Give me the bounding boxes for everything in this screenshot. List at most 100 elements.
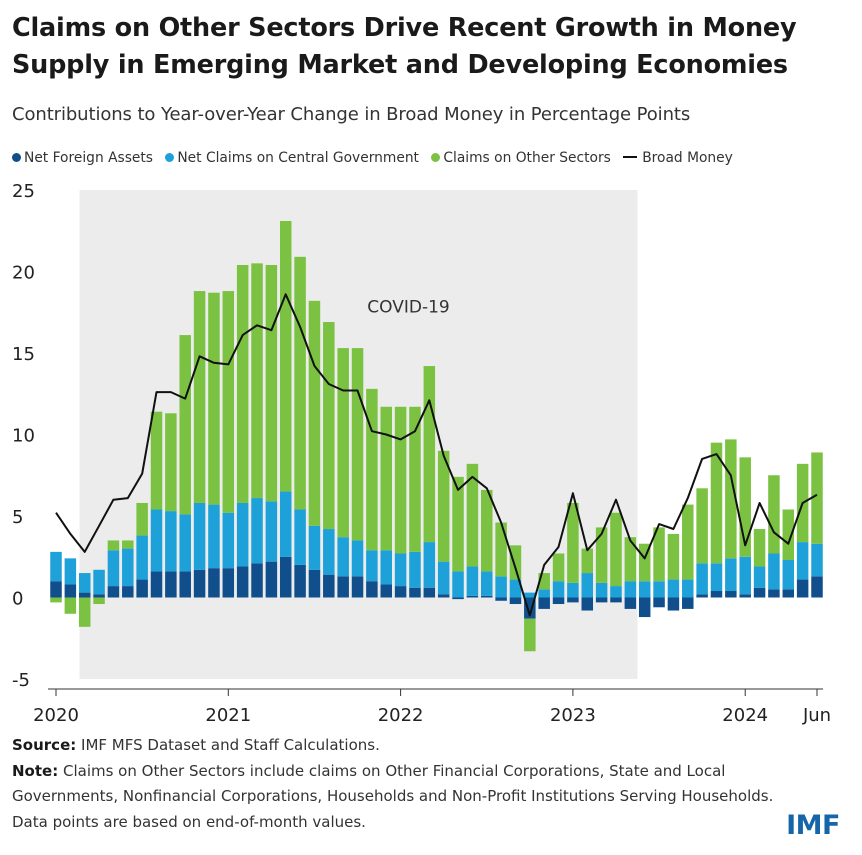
legend-label: Claims on Other Sectors <box>443 150 611 166</box>
bar-claims-on-other-sectors <box>136 502 148 536</box>
bar-claims-on-other-sectors <box>107 540 120 551</box>
bar-claims-on-other-sectors <box>265 264 278 502</box>
bar-net-claims-on-central-government <box>150 509 163 572</box>
bar-claims-on-other-sectors <box>509 545 522 580</box>
bar-net-claims-on-central-government <box>308 525 321 570</box>
bar-net-foreign-assets <box>481 595 493 598</box>
bar-net-claims-on-central-government <box>495 576 507 598</box>
bar-net-foreign-assets <box>610 597 622 603</box>
legend-item-net-foreign-assets: Net Foreign Assets <box>12 150 153 166</box>
bar-claims-on-other-sectors <box>753 529 766 567</box>
bar-claims-on-other-sectors <box>610 512 622 587</box>
bar-net-foreign-assets <box>768 589 780 598</box>
bar-net-foreign-assets <box>366 581 378 598</box>
bar-net-claims-on-central-government <box>466 566 479 596</box>
y-tick-label: 15 <box>12 344 35 365</box>
bar-net-claims-on-central-government <box>165 511 177 572</box>
bar-claims-on-other-sectors <box>567 502 579 583</box>
bar-claims-on-other-sectors <box>495 522 507 577</box>
bar-claims-on-other-sectors <box>481 489 493 572</box>
bar-claims-on-other-sectors <box>279 220 292 492</box>
bar-claims-on-other-sectors <box>624 537 637 582</box>
bar-claims-on-other-sectors <box>208 292 220 505</box>
bar-net-claims-on-central-government <box>538 589 550 598</box>
bar-net-claims-on-central-government <box>653 581 665 598</box>
bar-net-foreign-assets <box>150 571 163 598</box>
bar-net-foreign-assets <box>251 563 263 598</box>
legend-marker-net-foreign-assets <box>12 153 21 162</box>
bar-claims-on-other-sectors <box>394 406 407 554</box>
chart-plot: -5 0 5 10 15 20 25 2020 2021 2022 2023 2024 Jun COV… <box>12 181 831 726</box>
bar-net-claims-on-central-government <box>595 582 608 598</box>
bar-net-foreign-assets <box>265 561 278 598</box>
footnotes: Source: IMF MFS Dataset and Staff Calcul… <box>12 733 802 835</box>
legend-marker-claims-other-sectors <box>431 153 441 162</box>
bar-net-claims-on-central-government <box>452 571 464 598</box>
legend-label: Broad Money <box>642 150 733 166</box>
bar-net-claims-on-central-government <box>294 509 306 565</box>
bar-net-foreign-assets <box>394 586 407 598</box>
bar-net-foreign-assets <box>552 597 565 605</box>
chart-subtitle: Contributions to Year-over-Year Change i… <box>12 104 691 125</box>
bar-claims-on-other-sectors <box>222 291 235 513</box>
bar-net-claims-on-central-government <box>423 542 436 588</box>
legend-item-net-claims-central-government: Net Claims on Central Government <box>165 150 419 166</box>
bar-net-foreign-assets <box>165 571 177 598</box>
bar-net-claims-on-central-government <box>667 579 680 598</box>
bar-net-foreign-assets <box>624 597 637 609</box>
bar-net-foreign-assets <box>423 587 436 598</box>
bar-claims-on-other-sectors <box>667 533 680 580</box>
bar-claims-on-other-sectors <box>380 406 392 551</box>
bar-net-claims-on-central-government <box>236 502 249 567</box>
bar-net-foreign-assets <box>279 556 292 598</box>
bar-claims-on-other-sectors <box>193 291 206 503</box>
bar-net-foreign-assets <box>64 584 77 598</box>
bar-claims-on-other-sectors <box>337 348 349 538</box>
bar-net-claims-on-central-government <box>337 537 349 577</box>
x-tick-label: 2020 <box>33 705 79 726</box>
bar-net-claims-on-central-government <box>323 529 335 575</box>
bar-net-claims-on-central-government <box>265 501 278 562</box>
bar-net-claims-on-central-government <box>739 556 751 595</box>
bar-net-foreign-assets <box>667 597 680 611</box>
bar-claims-on-other-sectors <box>78 597 91 627</box>
y-tick-label: -5 <box>12 670 30 691</box>
bar-net-foreign-assets <box>595 597 608 603</box>
bar-claims-on-other-sectors <box>165 413 177 512</box>
bar-claims-on-other-sectors <box>93 597 105 605</box>
bar-claims-on-other-sectors <box>452 476 464 572</box>
x-tick-label: 2024 <box>722 705 768 726</box>
y-tick-label: 5 <box>12 507 23 528</box>
bar-net-foreign-assets <box>538 597 550 609</box>
bar-net-foreign-assets <box>567 597 579 603</box>
bar-claims-on-other-sectors <box>437 450 450 562</box>
bar-claims-on-other-sectors <box>64 597 77 614</box>
note-line: Note: Claims on Other Sectors include cl… <box>12 759 802 836</box>
y-axis: -5 0 5 10 15 20 25 <box>12 181 35 691</box>
bar-net-claims-on-central-government <box>437 561 450 595</box>
bar-claims-on-other-sectors <box>409 406 421 552</box>
bar-net-foreign-assets <box>682 597 694 609</box>
bar-net-claims-on-central-government <box>782 560 795 590</box>
bar-claims-on-other-sectors <box>581 548 594 574</box>
bar-net-claims-on-central-government <box>279 491 292 557</box>
bar-net-claims-on-central-government <box>638 581 651 598</box>
bar-net-foreign-assets <box>93 594 105 598</box>
bar-net-claims-on-central-government <box>193 502 206 570</box>
bar-net-claims-on-central-government <box>768 553 780 590</box>
source-text: IMF MFS Dataset and Staff Calculations. <box>81 736 380 754</box>
bar-claims-on-other-sectors <box>739 457 751 557</box>
bar-net-foreign-assets <box>739 594 751 598</box>
bar-net-claims-on-central-government <box>394 553 407 587</box>
bar-claims-on-other-sectors <box>308 300 321 526</box>
bar-net-claims-on-central-government <box>409 551 421 588</box>
bar-net-foreign-assets <box>753 587 766 598</box>
bar-net-foreign-assets <box>509 597 522 605</box>
bar-net-foreign-assets <box>638 597 651 618</box>
bar-claims-on-other-sectors <box>179 335 191 515</box>
y-tick-label: 25 <box>12 181 35 202</box>
bar-claims-on-other-sectors <box>466 463 479 567</box>
bar-claims-on-other-sectors <box>710 442 723 564</box>
bar-net-foreign-assets <box>653 597 665 608</box>
bar-net-claims-on-central-government <box>107 550 120 587</box>
